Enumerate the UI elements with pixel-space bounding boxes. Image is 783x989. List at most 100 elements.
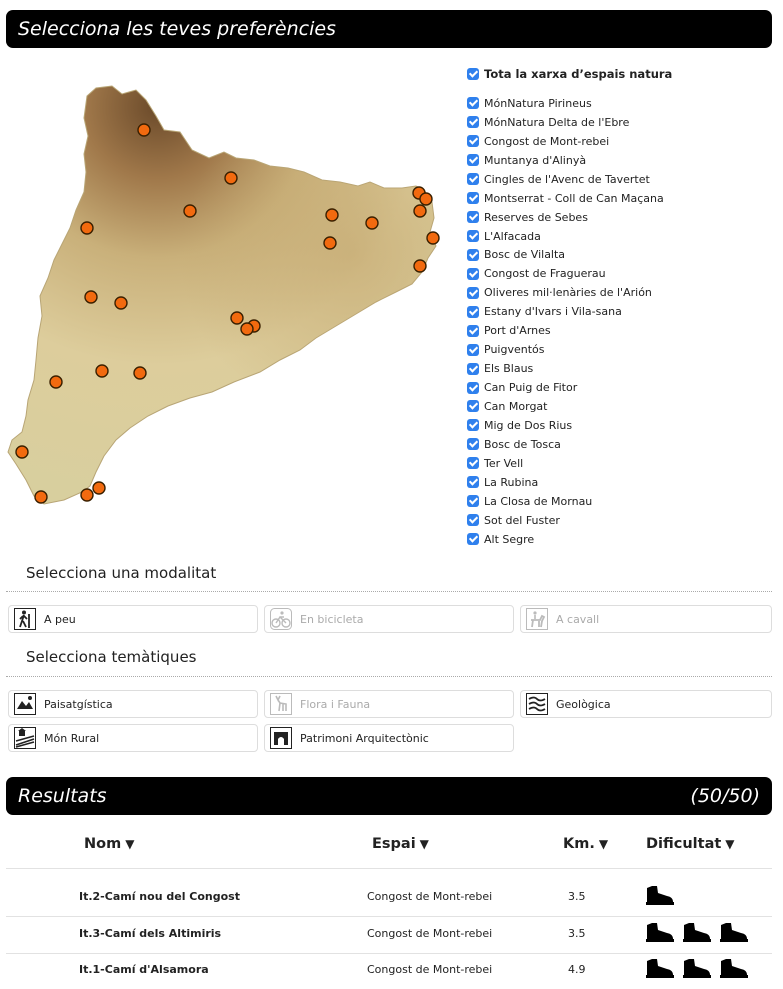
checkbox-checked-icon[interactable] xyxy=(467,192,479,205)
map-marker[interactable] xyxy=(133,366,147,380)
theme-option-flora-fauna[interactable]: Flora i Fauna xyxy=(264,690,514,718)
map-marker[interactable] xyxy=(413,259,427,273)
checkbox-checked-icon[interactable] xyxy=(467,343,479,356)
checkbox-checked-icon[interactable] xyxy=(467,154,479,167)
zone-checkbox-item[interactable]: Ter Vell xyxy=(467,454,767,473)
zone-checkbox-item[interactable]: Estany d'Ivars i Vila-sana xyxy=(467,302,767,321)
checkbox-checked-icon[interactable] xyxy=(467,400,479,413)
zone-checkbox-item[interactable]: Mig de Dos Rius xyxy=(467,416,767,435)
checkbox-checked-icon[interactable] xyxy=(467,476,479,489)
map-marker[interactable] xyxy=(114,296,128,310)
map-marker[interactable] xyxy=(413,204,427,218)
modality-option-walk[interactable]: A peu xyxy=(8,605,258,633)
modality-option-bike[interactable]: En bicicleta xyxy=(264,605,514,633)
zone-label: Estany d'Ivars i Vila-sana xyxy=(484,305,622,319)
zone-checkbox-item[interactable]: Puigventós xyxy=(467,340,767,359)
route-name[interactable]: It.1-Camí d'Alsamora xyxy=(79,963,209,976)
zone-checkbox-item[interactable]: Congost de Mont-rebei xyxy=(467,132,767,151)
checkbox-checked-icon[interactable] xyxy=(467,495,479,508)
table-row[interactable]: It.1-Camí d'Alsamora Congost de Mont-rebe… xyxy=(0,953,783,987)
zone-checkbox-item[interactable]: Cingles de l'Avenc de Tavertet xyxy=(467,170,767,189)
hiking-boot-icon xyxy=(720,959,748,978)
checkbox-checked-icon[interactable] xyxy=(467,362,479,375)
zone-checkbox-item[interactable]: Els Blaus xyxy=(467,359,767,378)
zone-checkbox-item[interactable]: Can Morgat xyxy=(467,397,767,416)
column-header-difficulty[interactable]: Dificultat ▼ xyxy=(646,836,735,852)
checkbox-checked-icon[interactable] xyxy=(467,419,479,432)
divider xyxy=(6,916,772,917)
zone-checkbox-item[interactable]: Congost de Fraguerau xyxy=(467,264,767,283)
zone-checkbox-item[interactable]: Bosc de Vilalta xyxy=(467,246,767,265)
map-marker[interactable] xyxy=(84,290,98,304)
zone-all-checkbox[interactable]: Tota la xarxa d’espais natura xyxy=(467,64,767,84)
checkbox-checked-icon[interactable] xyxy=(467,68,479,80)
zone-checkbox-item[interactable]: La Rubina xyxy=(467,473,767,492)
checkbox-checked-icon[interactable] xyxy=(467,116,479,129)
checkbox-checked-icon[interactable] xyxy=(467,135,479,148)
checkbox-checked-icon[interactable] xyxy=(467,286,479,299)
checkbox-checked-icon[interactable] xyxy=(467,173,479,186)
zone-checkbox-item[interactable]: Alt Segre xyxy=(467,530,767,549)
zone-checkbox-item[interactable]: Muntanya d'Alinyà xyxy=(467,151,767,170)
checkbox-checked-icon[interactable] xyxy=(467,230,479,243)
map-markers[interactable] xyxy=(15,123,440,504)
difficulty-rating xyxy=(643,882,675,906)
checkbox-checked-icon[interactable] xyxy=(467,457,479,470)
column-header-km[interactable]: Km. ▼ xyxy=(563,836,609,852)
checkbox-checked-icon[interactable] xyxy=(467,533,479,546)
modality-option-horse[interactable]: A cavall xyxy=(520,605,772,633)
map-marker[interactable] xyxy=(323,236,337,250)
column-header-space[interactable]: Espai ▼ xyxy=(372,836,429,852)
zone-checkbox-item[interactable]: Montserrat - Coll de Can Maçana xyxy=(467,189,767,208)
checkbox-checked-icon[interactable] xyxy=(467,305,479,318)
zone-all-label: Tota la xarxa d’espais natura xyxy=(484,67,673,81)
theme-option-rural[interactable]: Món Rural xyxy=(8,724,258,752)
results-table-header: Nom ▼ Espai ▼ Km. ▼ Dificultat ▼ xyxy=(0,836,783,856)
checkbox-checked-icon[interactable] xyxy=(467,211,479,224)
map-marker[interactable] xyxy=(325,208,339,222)
map-marker[interactable] xyxy=(80,221,94,235)
checkbox-checked-icon[interactable] xyxy=(467,324,479,337)
results-title: Resultats xyxy=(18,785,107,807)
map-marker[interactable] xyxy=(15,445,29,459)
route-name[interactable]: It.2-Camí nou del Congost xyxy=(79,890,240,903)
checkbox-checked-icon[interactable] xyxy=(467,267,479,280)
map-marker[interactable] xyxy=(230,311,244,325)
map-marker[interactable] xyxy=(137,123,151,137)
column-header-name[interactable]: Nom ▼ xyxy=(84,836,135,852)
map-marker[interactable] xyxy=(80,488,94,502)
checkbox-checked-icon[interactable] xyxy=(467,381,479,394)
route-name[interactable]: It.3-Camí dels Altimiris xyxy=(79,927,222,940)
zone-checkbox-item[interactable]: Can Puig de Fitor xyxy=(467,378,767,397)
zone-checkbox-item[interactable]: La Closa de Mornau xyxy=(467,492,767,511)
checkbox-checked-icon[interactable] xyxy=(467,97,479,110)
table-row[interactable]: It.2-Camí nou del Congost Congost de Mont… xyxy=(0,880,783,914)
map-marker[interactable] xyxy=(426,231,440,245)
theme-option-geology[interactable]: Geològica xyxy=(520,690,772,718)
map-marker[interactable] xyxy=(365,216,379,230)
zone-checkbox-item[interactable]: MónNatura Pirineus xyxy=(467,94,767,113)
zone-checkbox-item[interactable]: Sot del Fuster xyxy=(467,511,767,530)
map-marker[interactable] xyxy=(34,490,48,504)
map-marker[interactable] xyxy=(92,481,106,495)
theme-option-heritage[interactable]: Patrimoni Arquitectònic xyxy=(264,724,514,752)
zone-checkbox-item[interactable]: Reserves de Sebes xyxy=(467,208,767,227)
theme-option-landscape[interactable]: Paisatgística xyxy=(8,690,258,718)
map-marker[interactable] xyxy=(240,322,254,336)
deer-icon xyxy=(270,693,292,715)
checkbox-checked-icon[interactable] xyxy=(467,438,479,451)
results-count: (50/50) xyxy=(690,785,760,807)
map-marker[interactable] xyxy=(224,171,238,185)
checkbox-checked-icon[interactable] xyxy=(467,248,479,261)
map-marker[interactable] xyxy=(49,375,63,389)
map-marker[interactable] xyxy=(95,364,109,378)
zone-checkbox-item[interactable]: L'Alfacada xyxy=(467,227,767,246)
zone-checkbox-item[interactable]: MónNatura Delta de l'Ebre xyxy=(467,113,767,132)
zone-checkbox-item[interactable]: Port d'Arnes xyxy=(467,321,767,340)
map-marker[interactable] xyxy=(419,192,433,206)
table-row[interactable]: It.3-Camí dels Altimiris Congost de Mont-… xyxy=(0,917,783,951)
map-marker[interactable] xyxy=(183,204,197,218)
zone-checkbox-item[interactable]: Oliveres mil·lenàries de l'Arión xyxy=(467,283,767,302)
zone-checkbox-item[interactable]: Bosc de Tosca xyxy=(467,435,767,454)
checkbox-checked-icon[interactable] xyxy=(467,514,479,527)
